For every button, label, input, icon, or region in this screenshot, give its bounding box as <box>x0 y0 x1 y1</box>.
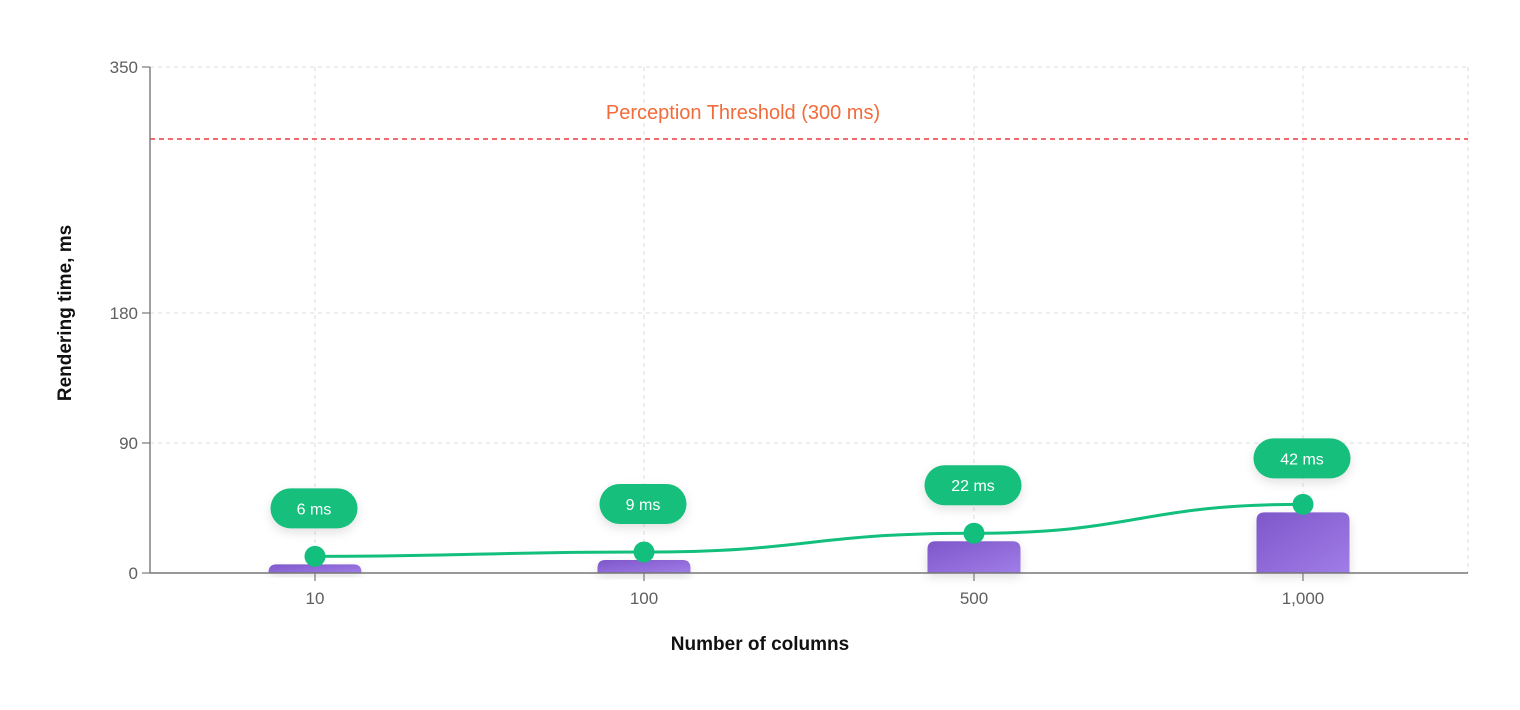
y-tick-label: 350 <box>110 58 138 77</box>
trend-line <box>304 493 1314 567</box>
y-tick-label: 0 <box>129 564 138 583</box>
bar-100[interactable] <box>597 560 691 573</box>
threshold-label: Perception Threshold (300 ms) <box>606 102 880 124</box>
bar-1000[interactable] <box>1256 512 1350 573</box>
x-tick-label: 100 <box>630 589 658 608</box>
x-tick-label: 500 <box>960 589 988 608</box>
bars <box>268 512 1350 573</box>
data-label-text: 42 ms <box>1280 451 1324 468</box>
trend-line-path <box>314 502 1304 558</box>
x-axis-title: Number of columns <box>671 634 849 655</box>
y-tick-label: 180 <box>110 304 138 323</box>
x-tick-label: 1,000 <box>1282 589 1325 608</box>
data-label-text: 6 ms <box>297 501 332 518</box>
x-tick-label: 10 <box>306 589 325 608</box>
data-point-1000[interactable] <box>1292 493 1314 515</box>
data-label-pill: 22 ms <box>924 465 1022 506</box>
bar-500[interactable] <box>927 541 1021 573</box>
data-labels: 6 ms 9 ms 22 ms 42 ms <box>270 438 1351 529</box>
data-label-pill: 42 ms <box>1253 438 1351 479</box>
data-label-text: 9 ms <box>626 497 661 514</box>
data-point-10[interactable] <box>304 545 326 567</box>
bar-10[interactable] <box>268 564 362 573</box>
grid-lines <box>150 66 1469 573</box>
data-label-text: 22 ms <box>951 478 995 495</box>
data-point-100[interactable] <box>633 541 655 563</box>
y-tick-label: 90 <box>119 434 138 453</box>
threshold-annotation: Perception Threshold (300 ms) <box>150 102 1468 140</box>
axes: 0 90 180 350 10 100 500 1,000 <box>110 58 1468 608</box>
data-label-pill: 6 ms <box>270 488 358 529</box>
data-point-500[interactable] <box>963 522 985 544</box>
y-axis-title: Rendering time, ms <box>55 225 76 401</box>
data-label-pill: 9 ms <box>599 484 687 524</box>
